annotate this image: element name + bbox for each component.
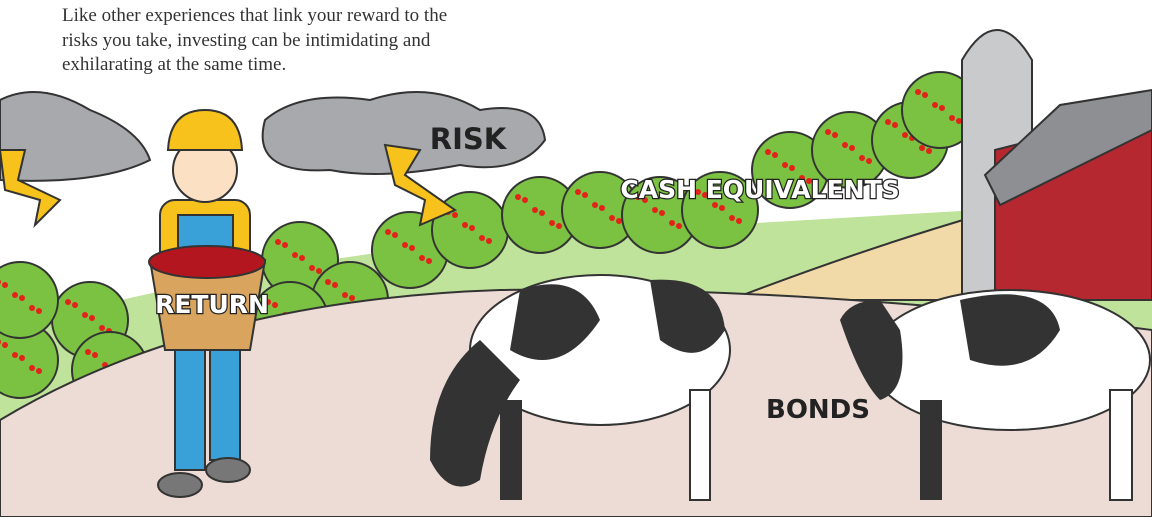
fruit [949,115,955,121]
fruit [292,252,298,258]
fruit [462,222,468,228]
fruit [669,220,675,226]
fruit [736,218,742,224]
intro-line: exhilarating at the same time. [62,54,286,75]
fruit [532,207,538,213]
fruit [99,325,105,331]
fruit [919,145,925,151]
fruit [582,192,588,198]
fruit [309,265,315,271]
fruit [515,194,521,200]
fruit [676,223,682,229]
fruit [82,312,88,318]
fruit [92,352,98,358]
fruit [616,218,622,224]
fruit [479,235,485,241]
fruit [275,239,281,245]
fruit [2,342,8,348]
fruit [332,282,338,288]
fruit [469,225,475,231]
fruit [782,162,788,168]
fruit [282,242,288,248]
fruit [842,142,848,148]
fruit [19,295,25,301]
fruit [89,315,95,321]
fruit [29,365,35,371]
fruit [592,202,598,208]
fruit [2,282,8,288]
fruit [849,145,855,151]
fruit [486,238,492,244]
fruit [36,308,42,314]
fruit [12,352,18,358]
fruit [765,149,771,155]
cash-equivalents-label: CASH EQUIVALENTS [620,175,899,204]
fruit [825,129,831,135]
fruit [932,102,938,108]
fruit [719,205,725,211]
fruit [892,122,898,128]
fruit [556,223,562,229]
fruit [36,368,42,374]
fruit [922,92,928,98]
fruit [409,245,415,251]
boot [158,473,202,497]
cow-leg [500,400,522,500]
fruit [939,105,945,111]
fruit [342,292,348,298]
scene [0,30,1152,517]
fruit [599,205,605,211]
fruit [772,152,778,158]
fruit [729,215,735,221]
fruit [325,279,331,285]
fruit [575,189,581,195]
fruit [72,302,78,308]
intro-line: risks you take, investing can be intimid… [62,30,431,51]
fruit [659,210,665,216]
return-label: RETURN [155,290,269,319]
fruit [452,212,458,218]
fruit [926,148,932,154]
fruit [549,220,555,226]
cloud [0,92,150,181]
cow-leg [920,400,942,500]
cow-leg [1110,390,1132,500]
fruit [316,268,322,274]
fruit [885,119,891,125]
fruit [902,132,908,138]
fruit [426,258,432,264]
fruit [85,349,91,355]
leg [210,350,240,460]
fruit [832,132,838,138]
fruit [392,232,398,238]
fruit [539,210,545,216]
fruit [12,292,18,298]
fruit [866,158,872,164]
illustration: Like other experiences that link your re… [0,0,1152,517]
hat [168,110,242,150]
fruit [609,215,615,221]
fruit [789,165,795,171]
fruit [915,89,921,95]
apples [149,246,265,278]
leg [175,350,205,470]
fruit [385,229,391,235]
fruit [419,255,425,261]
intro-line: Like other experiences that link your re… [62,5,447,26]
boot [206,458,250,482]
fruit [402,242,408,248]
fruit [652,207,658,213]
fruit [29,305,35,311]
risk-label: RISK [430,122,508,156]
intro-text: Like other experiences that link your re… [62,5,447,75]
fruit [19,355,25,361]
fruit [522,197,528,203]
fruit [349,295,355,301]
fruit [65,299,71,305]
fruit [299,255,305,261]
fruit [859,155,865,161]
bonds-label: BONDS [766,395,870,425]
cow-leg [690,390,710,500]
fruit [272,302,278,308]
